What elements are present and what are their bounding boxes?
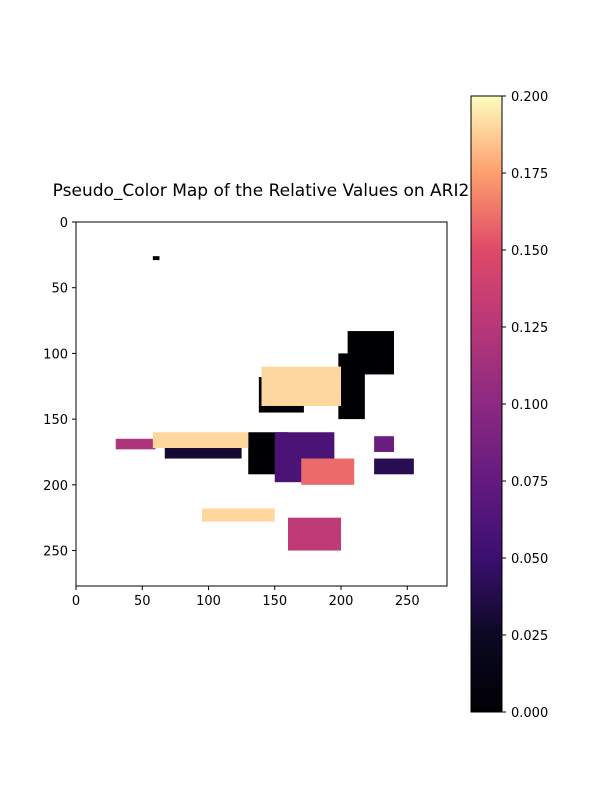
colorbar-tick-label: 0.100 [511, 398, 548, 413]
x-tick-label: 0 [72, 594, 80, 609]
y-tick-label: 250 [43, 545, 68, 560]
colorbar-tick-label: 0.075 [511, 475, 548, 490]
colorbar-tick-label: 0.150 [511, 244, 548, 259]
heatmap-region-8 [261, 366, 341, 406]
heatmap-region-13 [374, 436, 394, 452]
x-tick-label: 50 [134, 594, 151, 609]
colorbar-tick-label: 0.050 [511, 552, 548, 567]
x-tick-label: 150 [262, 594, 287, 609]
colorbar-tick-label: 0.175 [511, 167, 548, 182]
x-axis: 0 50 100 150 200 250 [72, 586, 420, 609]
heatmap-region-12 [201, 508, 275, 522]
heatmap-region-9 [301, 458, 355, 485]
colorbar-gradient [470, 95, 503, 713]
chart-title: Pseudo_Color Map of the Relative Values … [53, 181, 470, 201]
heatmap-region-14 [152, 256, 160, 261]
colorbar-ticks: 0.000 0.025 0.050 0.075 0.100 0.125 0.150 0.175… [502, 90, 548, 721]
heatmap-region-7 [152, 432, 249, 449]
y-tick-label: 0 [60, 216, 68, 231]
colorbar-tick-label: 0.000 [511, 706, 548, 721]
heatmap-region-10 [374, 458, 414, 475]
y-tick-label: 200 [43, 479, 68, 494]
x-tick-label: 100 [196, 594, 221, 609]
heatmap-region-1 [338, 353, 365, 420]
x-tick-label: 200 [329, 594, 354, 609]
colorbar-tick-label: 0.025 [511, 629, 548, 644]
y-tick-label: 150 [43, 413, 68, 428]
y-tick-label: 100 [43, 347, 68, 362]
colorbar-tick-label: 0.200 [511, 90, 548, 105]
plot-frame [75, 221, 448, 587]
x-tick-label: 250 [395, 594, 420, 609]
y-tick-label: 50 [51, 282, 68, 297]
heatmap-region-5 [164, 445, 242, 459]
heatmap-region-11 [288, 517, 341, 551]
colorbar: 0.000 0.025 0.050 0.075 0.100 0.125 0.150 0.175… [470, 90, 548, 721]
plot-area [75, 221, 448, 587]
colorbar-tick-label: 0.125 [511, 321, 548, 336]
heatmap-regions [115, 256, 414, 551]
y-axis: 0 50 100 150 200 250 [43, 216, 76, 560]
heatmap-region-6 [115, 438, 156, 450]
